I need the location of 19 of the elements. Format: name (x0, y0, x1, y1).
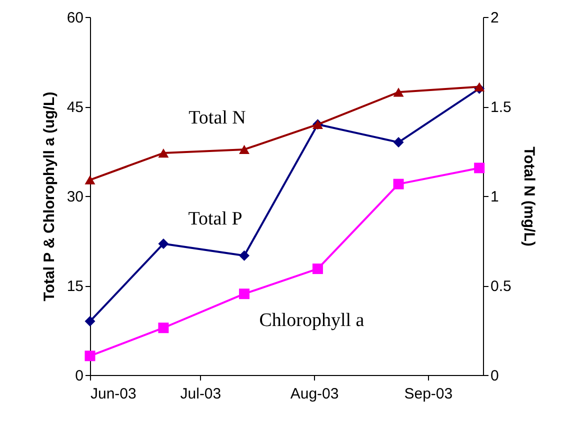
x-tick-label: Aug-03 (290, 386, 339, 402)
x-tick-label: Jun-03 (90, 386, 136, 402)
series-label: Total P (188, 208, 242, 230)
x-tick-label: Jul-03 (180, 386, 222, 402)
y-tick-label: 15 (66, 278, 84, 295)
y-axis-title: Total P & Chlorophyll a (ug/L) (40, 92, 58, 302)
y-tick-label: 60 (66, 10, 84, 26)
y2-tick-label: 1.5 (490, 99, 512, 116)
y2-tick-label: 0 (490, 368, 499, 384)
y2-axis-title: Total N (mg/L) (520, 146, 538, 246)
y2-tick-label: 0.5 (490, 278, 512, 295)
series-label: Chlorophyll a (259, 310, 365, 331)
x-tick-label: Sep-03 (404, 386, 453, 402)
y2-tick-label: 2 (490, 10, 499, 26)
y-tick-label: 30 (66, 188, 84, 206)
y-tick-label: 0 (75, 368, 84, 384)
series-label: Total N (188, 107, 246, 128)
y2-tick-label: 1 (490, 188, 499, 206)
y-tick-label: 45 (66, 99, 84, 116)
